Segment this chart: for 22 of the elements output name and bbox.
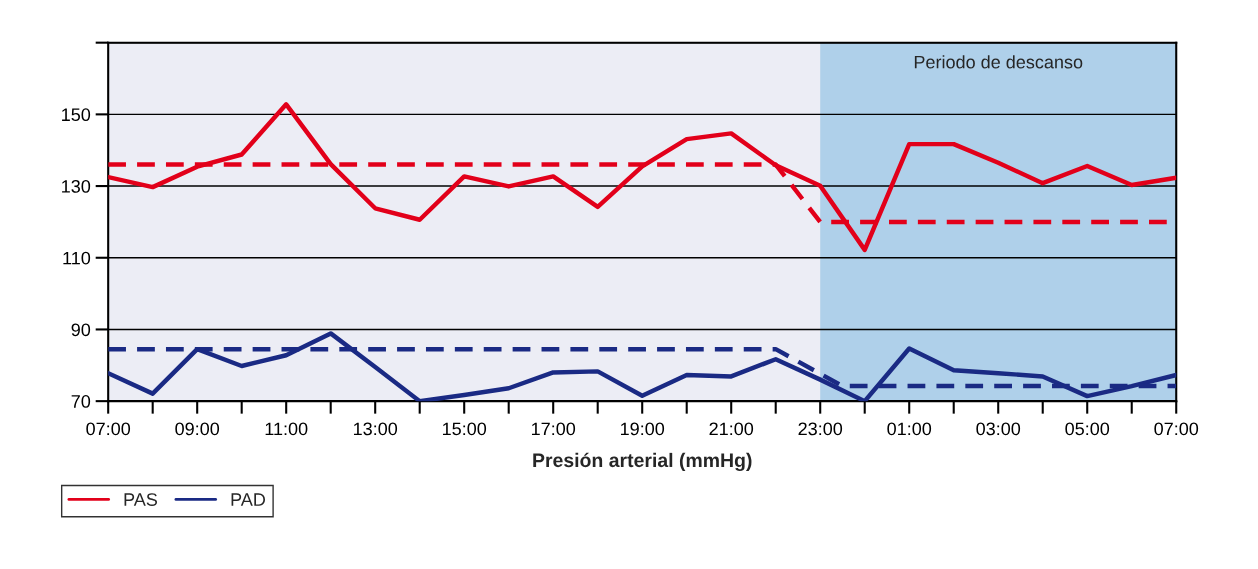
x-tick-label: 07:00 — [1154, 422, 1199, 436]
x-tick-label: 13:00 — [353, 422, 398, 436]
y-tick-label: 90 — [71, 323, 91, 337]
x-tick-label: 15:00 — [442, 422, 487, 436]
x-tick-label: 07:00 — [86, 422, 131, 436]
x-tick-label: 11:00 — [265, 422, 308, 436]
y-tick-label: 110 — [63, 251, 91, 265]
x-tick-label: 17:00 — [531, 422, 576, 436]
legend-label: PAD — [231, 493, 266, 506]
x-tick-label: 23:00 — [798, 422, 843, 436]
band-label: Periodo de descanso — [914, 55, 1083, 69]
y-tick-label: 150 — [62, 108, 91, 122]
y-tick-label: 70 — [71, 395, 91, 408]
x-tick-label: 21:00 — [709, 422, 754, 436]
y-tick-label: 130 — [62, 180, 91, 193]
x-tick-label: 01:00 — [887, 422, 932, 436]
x-tick-label: 09:00 — [175, 422, 220, 436]
x-tick-label: 19:00 — [621, 422, 665, 436]
legend-label: PAS — [124, 493, 158, 506]
x-axis-title: Presión arterial (mmHg) — [533, 452, 752, 472]
x-tick-label: 03:00 — [976, 422, 1021, 436]
x-tick-label: 05:00 — [1065, 422, 1110, 436]
